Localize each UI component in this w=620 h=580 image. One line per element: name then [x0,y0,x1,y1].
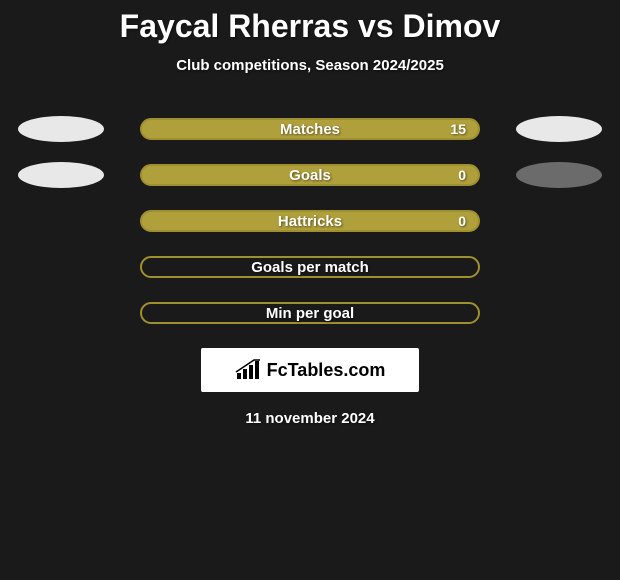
stat-value: 0 [458,213,466,229]
stat-row-min-per-goal: Min per goal [0,302,620,324]
bar-chart-icon [235,359,261,381]
right-ellipse [516,116,602,142]
stat-rows: Matches 15 Goals 0 Hattricks 0 Goals per… [0,118,620,324]
subtitle: Club competitions, Season 2024/2025 [0,57,620,74]
comparison-card: Faycal Rherras vs Dimov Club competition… [0,0,620,580]
page-title: Faycal Rherras vs Dimov [0,0,620,45]
date-label: 11 november 2024 [0,410,620,427]
stat-bar: Min per goal [140,302,480,324]
stat-label: Hattricks [278,213,342,230]
stat-label: Matches [280,121,340,138]
brand-text: FcTables.com [267,360,386,381]
stat-value: 15 [450,121,466,137]
stat-label: Goals per match [251,259,369,276]
stat-bar: Goals per match [140,256,480,278]
left-ellipse [18,162,104,188]
stat-bar: Hattricks 0 [140,210,480,232]
stat-row-goals: Goals 0 [0,164,620,186]
stat-row-hattricks: Hattricks 0 [0,210,620,232]
brand-box: FcTables.com [201,348,419,392]
stat-bar: Matches 15 [140,118,480,140]
stat-value: 0 [458,167,466,183]
stat-row-matches: Matches 15 [0,118,620,140]
left-ellipse [18,116,104,142]
stat-bar: Goals 0 [140,164,480,186]
stat-row-goals-per-match: Goals per match [0,256,620,278]
stat-label: Goals [289,167,331,184]
right-ellipse [516,162,602,188]
stat-label: Min per goal [266,305,354,322]
